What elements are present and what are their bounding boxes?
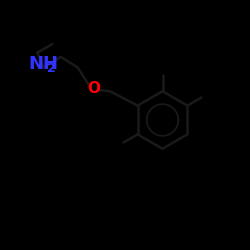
Text: NH: NH [29,55,59,73]
Text: O: O [87,81,100,96]
Text: 2: 2 [48,62,56,75]
